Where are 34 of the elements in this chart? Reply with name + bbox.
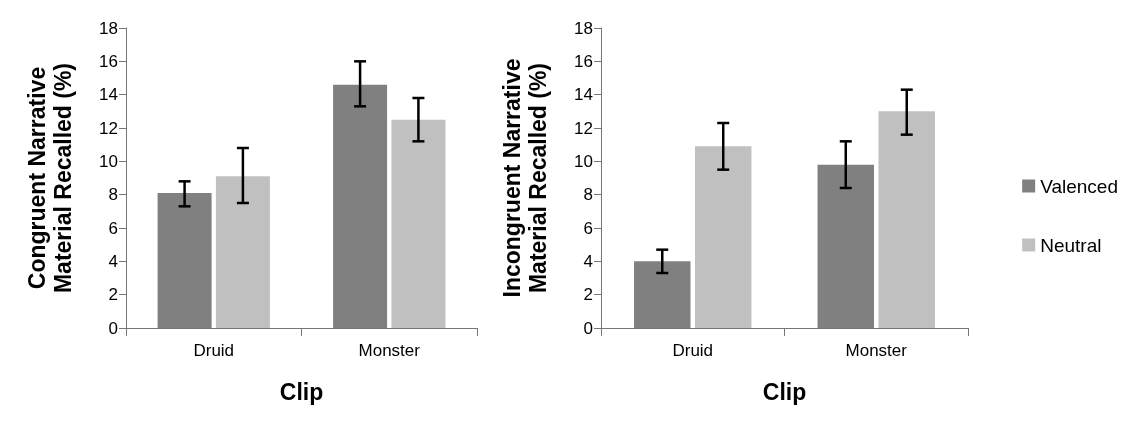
y-tick-label: 8: [583, 185, 593, 205]
y-tick-label: 8: [108, 185, 118, 205]
y-tick-label: 18: [574, 18, 593, 38]
y-tick-label: 4: [108, 251, 118, 271]
x-tick-label: Monster: [358, 341, 421, 360]
y-tick-label: 0: [583, 318, 593, 338]
x-tick-label: Monster: [845, 341, 908, 360]
y-tick-label: 18: [99, 18, 118, 38]
bar: [878, 111, 935, 328]
y-tick-label: 6: [583, 218, 593, 238]
y-tick-label: 16: [99, 51, 118, 71]
y-tick-label: 14: [99, 85, 118, 105]
x-tick-label: Druid: [672, 341, 714, 360]
y-tick-label: 10: [99, 151, 118, 171]
y-tick-label: 12: [99, 118, 118, 138]
y-tick-label: 10: [574, 151, 593, 171]
bar: [215, 176, 270, 328]
x-tick-label: Druid: [193, 341, 235, 360]
y-tick-label: 6: [108, 218, 118, 238]
legend-label: Neutral: [1040, 234, 1102, 256]
x-axis-title: Clip: [762, 378, 807, 405]
y-tick-label: 16: [574, 51, 593, 71]
y-axis-title: Congruent Narrative Material Recalled (%): [24, 62, 76, 294]
y-tick-label: 12: [574, 118, 593, 138]
y-tick-label: 2: [108, 285, 118, 305]
y-tick-label: 4: [583, 251, 593, 271]
legend-label: Valenced: [1040, 175, 1119, 197]
y-tick-label: 14: [574, 85, 593, 105]
bar: [695, 146, 752, 328]
bar: [391, 119, 446, 328]
y-tick-label: 2: [583, 285, 593, 305]
x-axis-title: Clip: [279, 378, 324, 405]
y-axis-title: Incongruent Narrative Material Recalled (%): [499, 58, 551, 298]
y-tick-label: 0: [108, 318, 118, 338]
